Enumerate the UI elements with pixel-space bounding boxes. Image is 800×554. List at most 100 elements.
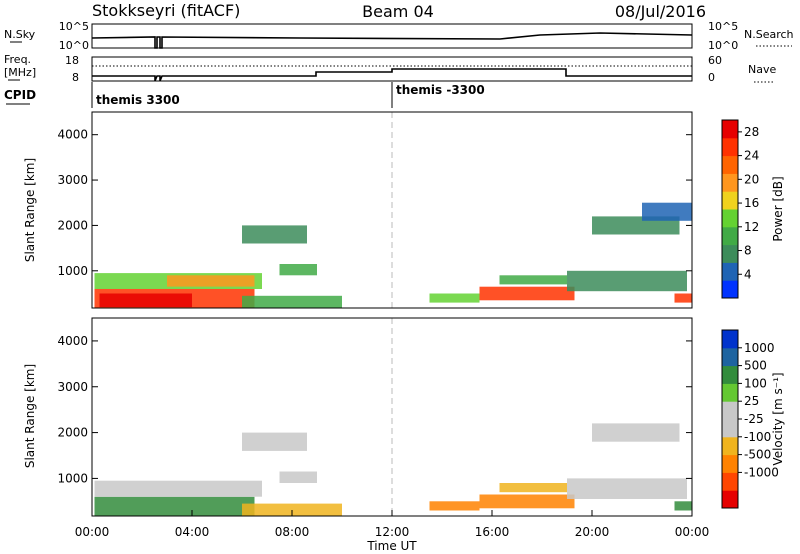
freq-label-line2: [MHz] — [4, 66, 36, 79]
noise-panel: N.Sky 10^5 10^0 N.Search 10^5 10^0 — [4, 20, 794, 52]
power-colorbar-cell — [722, 209, 738, 228]
power-colorbar-tick: 16 — [744, 196, 759, 210]
power-ytick-label: 3000 — [57, 173, 88, 187]
power-colorbar-tick: 4 — [744, 267, 752, 281]
velocity-colorbar-tick: -1000 — [744, 465, 779, 479]
velocity-colorbar-label: Velocity [m s⁻¹] — [771, 372, 785, 465]
power-echo-region-8 — [479, 286, 575, 301]
velocity-colorbar-tick: -500 — [744, 448, 771, 462]
velocity-colorbar-tick: 1000 — [744, 341, 775, 355]
velocity-colorbar-cell — [722, 383, 738, 402]
noise-left-tick-top: 10^5 — [59, 20, 89, 33]
time-xtick-label: 08:00 — [275, 525, 310, 539]
power-colorbar: 4 8 12 16 20 24 28 Power [dB] — [721, 119, 785, 299]
noise-right-tick-top: 10^5 — [708, 20, 738, 33]
velocity-colorbar-cell — [722, 330, 738, 349]
power-echo-region-3 — [167, 275, 255, 287]
velocity-echo-region-6 — [479, 494, 575, 509]
velocity-ytick-label: 3000 — [57, 380, 88, 394]
velocity-echo-region-5 — [429, 501, 480, 511]
velocity-ytick-label: 4000 — [57, 334, 88, 348]
power-echo-region-1 — [99, 293, 192, 308]
velocity-echo-region-3 — [242, 432, 307, 451]
power-colorbar-tick: 12 — [744, 220, 759, 234]
power-colorbar-cell — [722, 280, 738, 299]
freq-left-tick-bottom: 8 — [72, 71, 79, 84]
power-colorbar-cell — [722, 191, 738, 210]
power-ytick-label: 2000 — [57, 218, 88, 232]
velocity-panel: 1000 2000 3000 4000 00:00 04:00 08:00 12:00 16:… — [23, 317, 710, 553]
power-echo-region-6 — [279, 264, 317, 276]
time-xtick-label: 12:00 — [375, 525, 410, 539]
power-colorbar-cell — [722, 155, 738, 174]
power-echo-region-13 — [674, 293, 692, 303]
velocity-colorbar: 1000 500 100 25 -25 -100 -500 -1000 Velocity [m… — [721, 329, 785, 509]
velocity-echo-region-8 — [567, 478, 687, 499]
velocity-echo-region-7 — [499, 483, 567, 493]
velocity-echo-region-10 — [674, 501, 692, 511]
velocity-colorbar-cell — [722, 490, 738, 509]
velocity-colorbar-cell — [722, 436, 738, 456]
velocity-colorbar-cell — [722, 472, 738, 491]
velocity-ylabel: Slant Range [km] — [23, 364, 37, 468]
time-xlabel: Time UT — [366, 539, 417, 553]
time-xtick-label: 04:00 — [175, 525, 210, 539]
noise-left-tick-bottom: 10^0 — [59, 39, 89, 52]
power-ytick-label: 1000 — [57, 264, 88, 278]
frequency-panel: Freq. [MHz] 18 8 Nave 60 0 — [4, 53, 776, 84]
freq-left-tick-top: 18 — [65, 54, 79, 67]
velocity-colorbar-cell — [722, 419, 738, 438]
power-colorbar-label: Power [dB] — [771, 176, 785, 241]
power-echo-region-7 — [429, 293, 480, 303]
noise-line — [91, 32, 693, 49]
power-colorbar-cell — [722, 262, 738, 281]
velocity-colorbar-cell — [722, 347, 738, 367]
freq-label-line1: Freq. — [4, 53, 31, 66]
power-colorbar-cell — [722, 173, 738, 192]
cpid-panel: CPID themis 3300 themis -3300 — [4, 82, 485, 108]
velocity-echo-region-1 — [94, 480, 262, 497]
velocity-colorbar-cell — [722, 365, 738, 384]
velocity-colorbar-cell — [722, 454, 738, 473]
power-echo-region-10 — [567, 270, 687, 292]
date-title: 08/Jul/2016 — [615, 2, 706, 21]
velocity-echo-region-4 — [279, 471, 317, 483]
noise-right-label: N.Search — [744, 28, 794, 41]
time-xtick-label: 00:00 — [75, 525, 110, 539]
cpid-segment-1: themis 3300 — [96, 93, 180, 107]
power-echo-region-5 — [242, 225, 307, 244]
velocity-echo-region-2 — [242, 503, 342, 516]
power-echo-region-11 — [592, 216, 680, 235]
power-colorbar-cell — [722, 137, 738, 157]
time-xtick-label: 16:00 — [475, 525, 510, 539]
velocity-colorbar-cell — [722, 401, 738, 420]
time-xtick-label: 00:00 — [675, 525, 710, 539]
time-xtick-label: 20:00 — [575, 525, 610, 539]
cpid-segment-2: themis -3300 — [396, 83, 485, 97]
power-colorbar-tick: 20 — [744, 172, 759, 186]
power-colorbar-tick: 28 — [744, 125, 759, 139]
cpid-label: CPID — [4, 88, 36, 102]
power-ytick-label: 4000 — [57, 128, 88, 142]
nave-right-tick-bottom: 0 — [708, 71, 715, 84]
power-echo-region-4 — [242, 295, 342, 309]
velocity-ytick-label: 2000 — [57, 426, 88, 440]
power-panel: 1000 2000 3000 4000 Slant Range [km] — [23, 111, 693, 309]
power-colorbar-cell — [722, 244, 738, 263]
power-colorbar-cell — [722, 226, 738, 246]
power-colorbar-tick: 8 — [744, 244, 752, 258]
beam-title: Beam 04 — [362, 2, 434, 21]
power-colorbar-cell — [722, 120, 738, 139]
frequency-line — [92, 68, 692, 82]
power-echo-region-12 — [642, 202, 692, 221]
velocity-colorbar-tick: 25 — [744, 394, 759, 408]
power-colorbar-tick: 24 — [744, 149, 759, 163]
noise-right-tick-bottom: 10^0 — [708, 39, 738, 52]
velocity-echo-region-9 — [592, 423, 680, 442]
power-echo-region-9 — [499, 275, 567, 285]
nave-label: Nave — [748, 63, 776, 76]
velocity-ytick-label: 1000 — [57, 471, 88, 485]
noise-left-label: N.Sky — [4, 28, 36, 41]
velocity-echo-region-0 — [94, 496, 255, 517]
